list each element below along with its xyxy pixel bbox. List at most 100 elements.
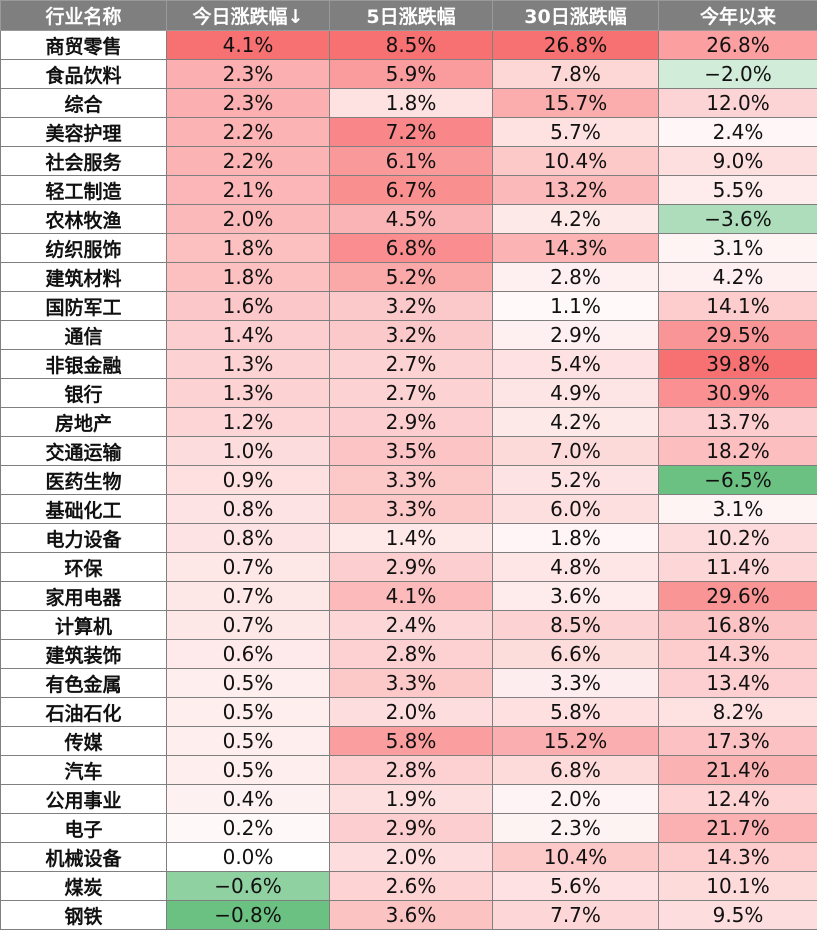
today-change-cell: 0.7% (167, 611, 330, 640)
30day-change-cell: 5.8% (493, 698, 659, 727)
industry-name-cell: 纺织服饰 (1, 234, 167, 263)
30day-change-cell: 15.2% (493, 727, 659, 756)
today-change-cell: 2.2% (167, 118, 330, 147)
header-today-change[interactable]: 今日涨跌幅↓ (167, 1, 330, 31)
5day-change-cell: 3.6% (330, 901, 493, 930)
industry-name-cell: 农林牧渔 (1, 205, 167, 234)
industry-name-cell: 机械设备 (1, 843, 167, 872)
header-row: 行业名称 今日涨跌幅↓ 5日涨跌幅 30日涨跌幅 今年以来 (1, 1, 817, 31)
30day-change-cell: 26.8% (493, 31, 659, 60)
header-5day-change[interactable]: 5日涨跌幅 (330, 1, 493, 31)
today-change-cell: 0.7% (167, 582, 330, 611)
industry-name-cell: 基础化工 (1, 495, 167, 524)
30day-change-cell: 14.3% (493, 234, 659, 263)
30day-change-cell: 1.8% (493, 524, 659, 553)
today-change-cell: 1.8% (167, 234, 330, 263)
30day-change-cell: 3.6% (493, 582, 659, 611)
5day-change-cell: 2.9% (330, 814, 493, 843)
ytd-change-cell: 39.8% (659, 350, 817, 379)
industry-name-cell: 钢铁 (1, 901, 167, 930)
industry-name-cell: 计算机 (1, 611, 167, 640)
table-row: 煤炭−0.6%2.6%5.6%10.1% (1, 872, 817, 901)
ytd-change-cell: 12.0% (659, 89, 817, 118)
5day-change-cell: 3.2% (330, 321, 493, 350)
30day-change-cell: 5.7% (493, 118, 659, 147)
today-change-cell: 0.5% (167, 727, 330, 756)
industry-name-cell: 建筑材料 (1, 263, 167, 292)
industry-name-cell: 银行 (1, 379, 167, 408)
ytd-change-cell: 5.5% (659, 176, 817, 205)
5day-change-cell: 3.3% (330, 466, 493, 495)
5day-change-cell: 3.3% (330, 669, 493, 698)
today-change-cell: 2.3% (167, 60, 330, 89)
ytd-change-cell: 18.2% (659, 437, 817, 466)
5day-change-cell: 1.9% (330, 785, 493, 814)
30day-change-cell: 2.0% (493, 785, 659, 814)
30day-change-cell: 6.0% (493, 495, 659, 524)
table-header: 行业名称 今日涨跌幅↓ 5日涨跌幅 30日涨跌幅 今年以来 (1, 1, 817, 31)
5day-change-cell: 2.8% (330, 756, 493, 785)
5day-change-cell: 2.9% (330, 408, 493, 437)
30day-change-cell: 7.7% (493, 901, 659, 930)
30day-change-cell: 5.6% (493, 872, 659, 901)
30day-change-cell: 4.2% (493, 205, 659, 234)
ytd-change-cell: 9.0% (659, 147, 817, 176)
industry-name-cell: 通信 (1, 321, 167, 350)
header-industry-name[interactable]: 行业名称 (1, 1, 167, 31)
5day-change-cell: 2.9% (330, 553, 493, 582)
today-change-cell: 1.4% (167, 321, 330, 350)
ytd-change-cell: 14.3% (659, 843, 817, 872)
industry-name-cell: 电子 (1, 814, 167, 843)
ytd-change-cell: −3.6% (659, 205, 817, 234)
5day-change-cell: 6.8% (330, 234, 493, 263)
ytd-change-cell: 17.3% (659, 727, 817, 756)
industry-name-cell: 汽车 (1, 756, 167, 785)
today-change-cell: 1.2% (167, 408, 330, 437)
ytd-change-cell: 21.7% (659, 814, 817, 843)
30day-change-cell: 7.0% (493, 437, 659, 466)
today-change-cell: 1.3% (167, 350, 330, 379)
today-change-cell: 2.0% (167, 205, 330, 234)
today-change-cell: −0.8% (167, 901, 330, 930)
ytd-change-cell: 29.6% (659, 582, 817, 611)
30day-change-cell: 5.4% (493, 350, 659, 379)
30day-change-cell: 10.4% (493, 147, 659, 176)
today-change-cell: 2.3% (167, 89, 330, 118)
industry-name-cell: 传媒 (1, 727, 167, 756)
industry-name-cell: 房地产 (1, 408, 167, 437)
ytd-change-cell: −2.0% (659, 60, 817, 89)
ytd-change-cell: 3.1% (659, 495, 817, 524)
5day-change-cell: 5.8% (330, 727, 493, 756)
industry-name-cell: 建筑装饰 (1, 640, 167, 669)
ytd-change-cell: 26.8% (659, 31, 817, 60)
today-change-cell: 2.1% (167, 176, 330, 205)
30day-change-cell: 2.8% (493, 263, 659, 292)
ytd-change-cell: 16.8% (659, 611, 817, 640)
30day-change-cell: 13.2% (493, 176, 659, 205)
30day-change-cell: 4.8% (493, 553, 659, 582)
5day-change-cell: 1.4% (330, 524, 493, 553)
header-30day-change[interactable]: 30日涨跌幅 (493, 1, 659, 31)
industry-name-cell: 煤炭 (1, 872, 167, 901)
header-ytd-change[interactable]: 今年以来 (659, 1, 817, 31)
ytd-change-cell: 4.2% (659, 263, 817, 292)
ytd-change-cell: 13.7% (659, 408, 817, 437)
5day-change-cell: 2.8% (330, 640, 493, 669)
